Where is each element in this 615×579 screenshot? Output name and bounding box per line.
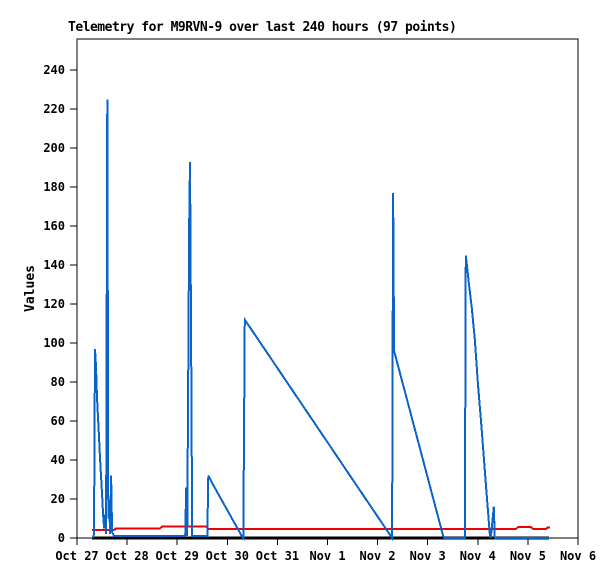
x-tick-label: Oct 29 <box>156 549 199 563</box>
telemetry-channel-blue-line <box>92 99 549 542</box>
x-tick-label: Nov 3 <box>410 549 446 563</box>
y-tick-label: 200 <box>43 141 65 155</box>
y-tick-label: 60 <box>51 414 65 428</box>
telemetry-channel-red-line <box>92 525 550 531</box>
x-tick-label: Oct 30 <box>206 549 249 563</box>
x-tick-label: Nov 2 <box>360 549 396 563</box>
y-tick-label: 220 <box>43 102 65 116</box>
y-tick-label: 160 <box>43 219 65 233</box>
y-tick-label: 0 <box>58 531 65 545</box>
x-tick-label: Oct 28 <box>105 549 148 563</box>
y-tick-label: 20 <box>51 492 65 506</box>
y-tick-label: 40 <box>51 453 65 467</box>
y-tick-label: 80 <box>51 375 65 389</box>
y-tick-label: 240 <box>43 63 65 77</box>
x-tick-label: Nov 5 <box>510 549 546 563</box>
y-tick-label: 100 <box>43 336 65 350</box>
y-tick-label: 180 <box>43 180 65 194</box>
plot-border <box>76 38 579 539</box>
chart-title: Telemetry for M9RVN-9 over last 240 hour… <box>68 20 457 35</box>
y-tick-label: 140 <box>43 258 65 272</box>
x-tick-label: Nov 4 <box>460 549 496 563</box>
x-tick-label: Oct 31 <box>256 549 299 563</box>
x-tick-label: Nov 6 <box>560 549 596 563</box>
x-tick-label: Nov 1 <box>309 549 345 563</box>
y-tick-label: 120 <box>43 297 65 311</box>
x-tick-label: Oct 27 <box>55 549 98 563</box>
y-axis-label: Values <box>23 265 38 312</box>
